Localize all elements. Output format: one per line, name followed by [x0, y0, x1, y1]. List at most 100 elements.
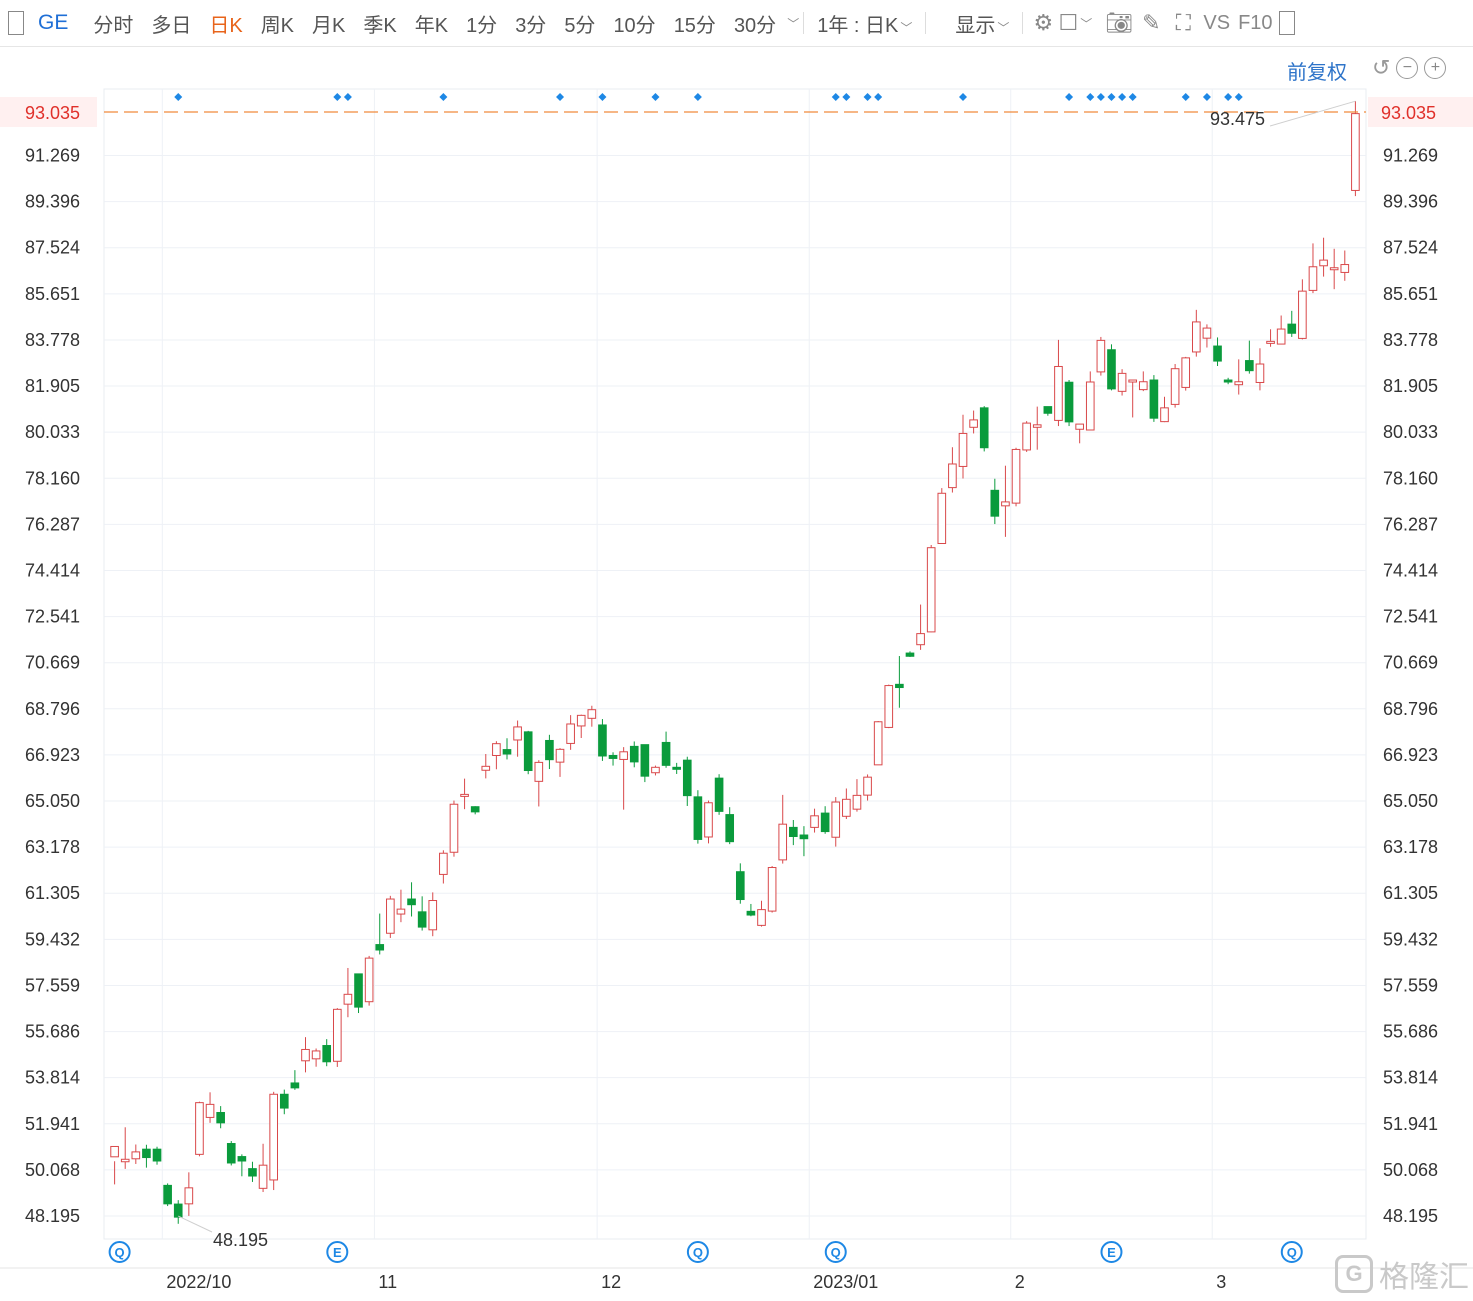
adjust-mode-button[interactable]: 前复权 [1287, 62, 1347, 84]
vs-button[interactable]: VS [1203, 11, 1231, 34]
event-diamond-marker[interactable] [439, 93, 448, 101]
tab-period-7[interactable]: 1分 [466, 14, 498, 37]
candle-body[interactable] [619, 751, 628, 760]
candle-body[interactable] [608, 754, 618, 759]
camera-icon[interactable]: 📷︎ [1105, 10, 1134, 35]
tab-period-4[interactable]: 月K [312, 14, 346, 37]
candle-body[interactable] [629, 745, 639, 763]
tab-period-8[interactable]: 3分 [515, 14, 547, 37]
candle-body[interactable] [820, 812, 830, 833]
candle-body[interactable] [173, 1203, 183, 1218]
candle-body[interactable] [926, 547, 936, 633]
candle-body[interactable] [364, 957, 374, 1003]
candle-body[interactable] [226, 1143, 236, 1164]
candle-body[interactable] [1351, 113, 1360, 191]
candle-body[interactable] [1308, 266, 1318, 291]
pencil-icon[interactable]: ✎ [1142, 10, 1161, 35]
tab-period-9[interactable]: 5分 [564, 14, 596, 37]
candle-body[interactable] [269, 1093, 278, 1181]
candle-body[interactable] [1340, 264, 1350, 273]
candle-body[interactable] [1160, 407, 1169, 423]
candle-body[interactable] [481, 765, 491, 771]
candle-body[interactable] [1181, 357, 1191, 388]
candle-body[interactable] [873, 721, 883, 766]
candle-body[interactable] [110, 1145, 119, 1158]
candle-body[interactable] [205, 1103, 215, 1118]
candle-body[interactable] [290, 1082, 300, 1089]
candle-body[interactable] [386, 898, 395, 934]
candle-body[interactable] [1117, 372, 1127, 392]
candle-body[interactable] [470, 806, 480, 813]
event-diamond-marker[interactable] [1118, 93, 1127, 101]
candle-body[interactable] [1075, 423, 1084, 430]
tab-period-5[interactable]: 季K [363, 14, 397, 37]
candle-body[interactable] [576, 714, 586, 727]
tab-period-6[interactable]: 年K [414, 14, 449, 37]
candle-body[interactable] [417, 911, 427, 928]
candle-body[interactable] [661, 741, 671, 766]
candle-body[interactable] [852, 794, 862, 810]
candle-body[interactable] [1032, 424, 1042, 428]
candle-body[interactable] [1255, 363, 1265, 383]
candle-body[interactable] [195, 1102, 204, 1155]
candle-body[interactable] [1054, 365, 1063, 421]
candle-body[interactable] [799, 834, 809, 840]
candle-body[interactable] [704, 802, 713, 838]
event-marker-circle[interactable] [108, 1241, 131, 1263]
event-diamond-marker[interactable] [693, 93, 702, 101]
candle-body[interactable] [407, 898, 416, 906]
sidebar-toggle-icon[interactable] [8, 11, 24, 35]
candle-body[interactable] [439, 852, 448, 875]
candle-body[interactable] [831, 801, 841, 838]
candle-body[interactable] [757, 909, 766, 926]
candle-body[interactable] [842, 798, 851, 817]
candle-body[interactable] [1329, 267, 1339, 271]
zoom-in-icon[interactable]: + [1424, 57, 1447, 79]
candle-body[interactable] [1170, 368, 1180, 405]
candle-body[interactable] [555, 748, 565, 763]
candle-body[interactable] [523, 731, 533, 772]
event-diamond-marker[interactable] [1096, 93, 1105, 101]
candle-body[interactable] [1096, 339, 1106, 373]
candle-body[interactable] [958, 432, 968, 467]
candle-body[interactable] [460, 793, 469, 797]
candle-body[interactable] [566, 723, 575, 744]
event-diamond-marker[interactable] [651, 93, 660, 101]
candle-body[interactable] [248, 1168, 257, 1177]
candle-body[interactable] [343, 993, 353, 1005]
candle-body[interactable] [1064, 381, 1074, 423]
candle-body[interactable] [216, 1111, 225, 1124]
candle-body[interactable] [1022, 422, 1031, 451]
event-marker-circle[interactable] [1280, 1241, 1303, 1263]
event-marker-circle[interactable] [1100, 1241, 1123, 1263]
panel-toggle-icon[interactable] [1278, 11, 1295, 35]
tab-period-12[interactable]: 30分 [733, 14, 777, 37]
candle-body[interactable] [969, 419, 978, 428]
event-diamond-marker[interactable] [333, 93, 342, 101]
candle-body[interactable] [767, 867, 777, 912]
event-diamond-marker[interactable] [598, 93, 607, 101]
candle-body[interactable] [682, 759, 692, 797]
range-selector[interactable]: 1年 : 日K ﹀ [808, 9, 921, 38]
event-diamond-marker[interactable] [959, 93, 968, 101]
candle-body[interactable] [979, 407, 989, 449]
candle-body[interactable] [1085, 381, 1095, 431]
candle-body[interactable] [545, 739, 554, 761]
candle-body[interactable] [948, 463, 957, 489]
candle-body[interactable] [332, 1008, 342, 1062]
tab-period-11[interactable]: 15分 [673, 14, 716, 37]
candle-body[interactable] [990, 489, 1000, 517]
candle-body[interactable] [396, 908, 406, 915]
candle-body[interactable] [1319, 259, 1328, 267]
fullscreen-icon[interactable]: ⛶ [1175, 10, 1192, 35]
candle-body[interactable] [778, 823, 788, 861]
event-diamond-marker[interactable] [863, 93, 872, 101]
candle-body[interactable] [1011, 448, 1021, 504]
settings-gear-icon[interactable]: ⚙ [1033, 10, 1054, 35]
candle-body[interactable] [1192, 321, 1201, 353]
candle-body[interactable] [301, 1048, 310, 1062]
candle-body[interactable] [513, 726, 522, 741]
tab-period-0[interactable]: 分时 [93, 14, 134, 37]
event-diamond-marker[interactable] [343, 93, 352, 101]
candle-body[interactable] [916, 633, 925, 646]
